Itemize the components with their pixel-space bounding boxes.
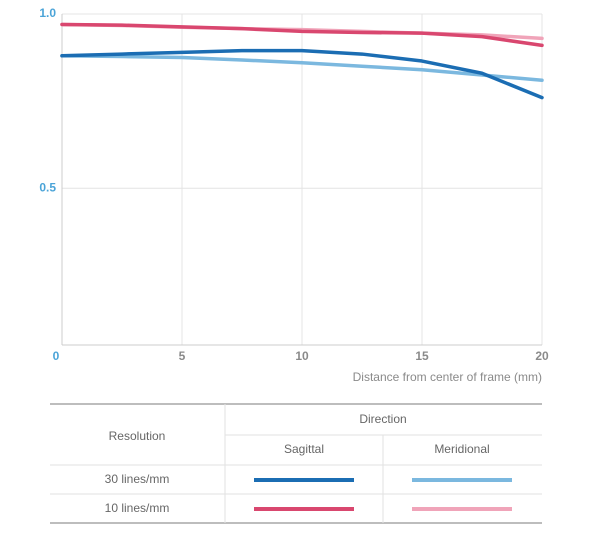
table-header: Direction — [359, 412, 406, 426]
table-header: Sagittal — [284, 442, 324, 456]
series-line — [60, 22, 544, 48]
x-tick-label: 15 — [415, 349, 429, 363]
x-tick-label: 0 — [53, 349, 60, 363]
table-header: Resolution — [109, 429, 166, 443]
series-line — [60, 54, 544, 82]
y-tick-label: 0.5 — [39, 180, 56, 194]
table-row-label: 30 lines/mm — [105, 472, 170, 486]
table-header: Meridional — [434, 442, 489, 456]
legend-table: Resolution Direction — [50, 403, 542, 524]
series-line — [60, 48, 544, 100]
x-tick-label: 20 — [535, 349, 549, 363]
x-axis-label: Distance from center of frame (mm) — [353, 370, 542, 384]
y-tick-label: 1.0 — [39, 6, 56, 20]
x-tick-label: 5 — [179, 349, 186, 363]
table-row-label: 10 lines/mm — [105, 501, 170, 515]
x-tick-label: 10 — [295, 349, 309, 363]
